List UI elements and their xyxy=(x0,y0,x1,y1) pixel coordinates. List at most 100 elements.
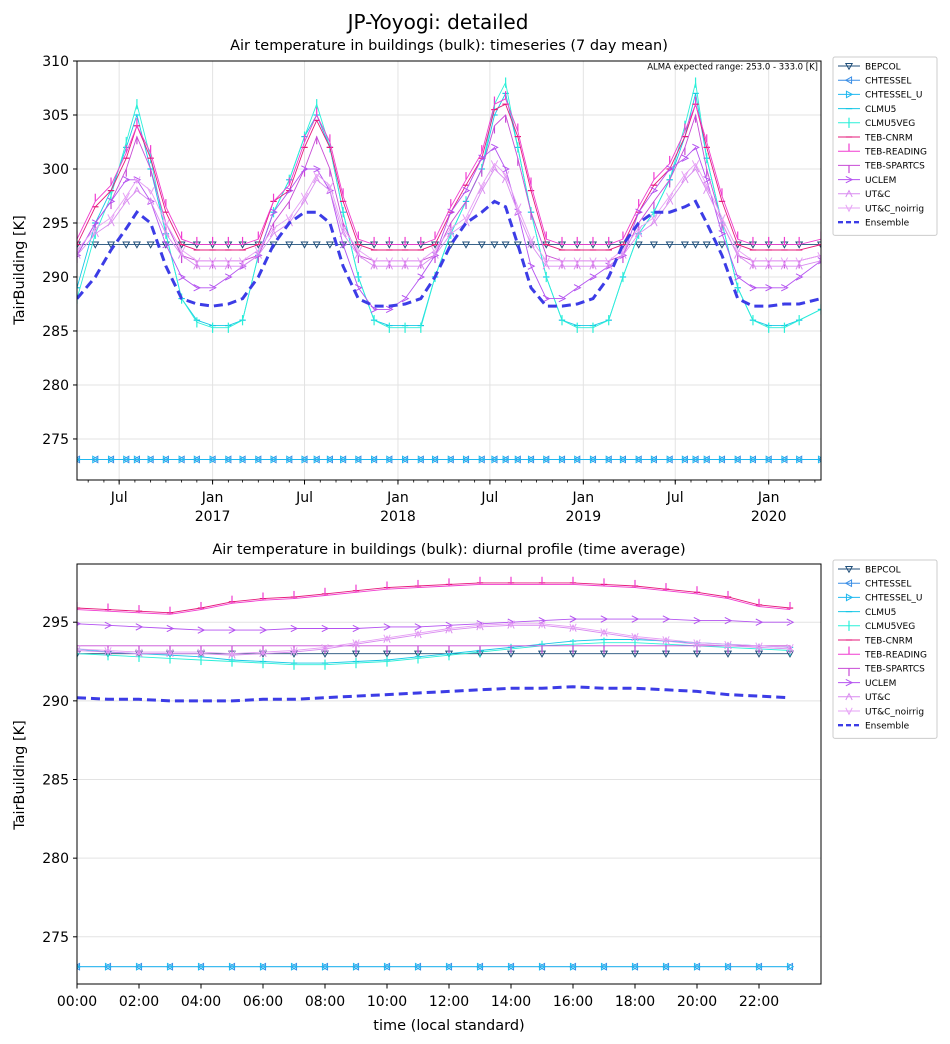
data-point-chtessel-u xyxy=(478,455,486,464)
data-point-chtessel-u xyxy=(228,962,237,971)
series-line-clmu5veg xyxy=(77,642,791,666)
data-point-chtessel-u xyxy=(92,455,100,464)
data-point-uclem xyxy=(718,230,727,238)
data-point-utandc-noirrig xyxy=(600,628,608,636)
data-point-chtessel-u xyxy=(527,455,536,464)
data-point-chtessel-u xyxy=(781,455,789,464)
data-point-uclem xyxy=(650,186,659,195)
data-point-utandc-noirrig xyxy=(104,647,112,655)
data-point-uclem xyxy=(197,626,206,634)
data-point-utandc xyxy=(77,251,81,259)
x-tick-label: Jan xyxy=(201,490,224,506)
data-point-utandc-noirrig xyxy=(285,214,293,222)
data-point-chtessel-u xyxy=(326,455,335,464)
data-point-utandc xyxy=(755,643,763,651)
legend-marker xyxy=(845,593,854,602)
legend-label: UT&C_noirrig xyxy=(865,707,924,717)
data-point-uclem xyxy=(77,621,82,626)
data-point-utandc-noirrig xyxy=(385,257,393,266)
data-point-chtessel-u xyxy=(402,455,410,464)
legend-marker xyxy=(844,62,854,71)
legend-label: TEB-CNRM xyxy=(864,133,913,143)
data-point-utandc-noirrig xyxy=(501,170,510,179)
series-teb-reading xyxy=(77,576,791,615)
data-point-uclem xyxy=(321,624,330,633)
timeseries-title: Air temperature in buildings (bulk): tim… xyxy=(230,38,668,54)
data-point-utandc-noirrig xyxy=(107,214,115,222)
data-point-chtessel-u xyxy=(286,455,294,464)
data-point-utandc-noirrig xyxy=(414,629,422,638)
data-point-utandc xyxy=(228,650,236,659)
legend-marker xyxy=(844,579,853,588)
data-point-utandc-noirrig xyxy=(197,648,205,657)
y-tick-label: 300 xyxy=(42,162,69,178)
data-point-bepcol xyxy=(132,241,141,249)
series-utandc-noirrig xyxy=(77,160,821,266)
data-point-utandc xyxy=(507,621,515,629)
data-point-utandc-noirrig xyxy=(224,257,232,266)
data-point-chtessel-u xyxy=(383,962,392,971)
data-point-chtessel-u xyxy=(417,455,426,464)
data-point-chtessel-u xyxy=(765,455,773,464)
x-tick-label: 16:00 xyxy=(553,994,593,1010)
data-point-utandc-noirrig xyxy=(662,636,670,644)
legend-label: BEPCOL xyxy=(865,565,901,575)
data-point-utandc xyxy=(569,624,577,632)
data-point-utandc-noirrig xyxy=(703,181,711,190)
timeseries-plot-area xyxy=(77,77,821,464)
timeseries-legend: BEPCOL CHTESSEL CHTESSEL_U CLMU5 CLMU5VEG TEB… xyxy=(832,56,938,236)
data-point-uclem xyxy=(693,616,702,625)
legend-label: TEB-READING xyxy=(864,651,927,661)
data-point-utandc-noirrig xyxy=(269,224,278,233)
data-point-bepcol xyxy=(122,241,131,249)
data-point-chtessel-u xyxy=(734,455,742,464)
data-point-chtessel-u xyxy=(239,455,247,464)
data-point-uclem xyxy=(401,294,410,303)
data-point-chtessel-u xyxy=(259,962,268,971)
data-point-utandc xyxy=(259,649,267,658)
data-point-uclem xyxy=(166,624,175,633)
data-point-uclem xyxy=(527,262,536,270)
legend-item-teb-reading: TEB-READING xyxy=(838,646,927,661)
diurnal-title: Air temperature in buildings (bulk): diu… xyxy=(212,542,685,558)
series-line-teb-cnrm xyxy=(77,582,791,614)
y-tick-label: 275 xyxy=(42,930,69,946)
figure-suptitle: JP-Yoyogi: detailed xyxy=(346,10,529,34)
data-point-chtessel-u xyxy=(491,455,499,464)
x-tick-year-label: 2018 xyxy=(380,509,416,525)
data-point-chtessel-u xyxy=(147,455,155,464)
y-tick-label: 290 xyxy=(42,270,69,286)
data-point-uclem xyxy=(370,305,379,314)
data-point-utandc-noirrig xyxy=(146,187,155,195)
data-point-utandc-noirrig xyxy=(476,621,484,630)
data-point-chtessel-u xyxy=(197,962,206,971)
data-point-uclem xyxy=(478,154,487,162)
data-point-bepcol xyxy=(91,241,100,249)
data-point-chtessel-u xyxy=(724,962,733,971)
data-point-chtessel-u xyxy=(225,455,233,464)
data-point-chtessel-u xyxy=(193,455,202,464)
y-tick-label: 295 xyxy=(42,216,69,232)
legend-label: TEB-READING xyxy=(864,148,927,158)
data-point-bepcol xyxy=(717,241,727,249)
series-line-teb-reading xyxy=(77,583,791,615)
legend-item-clmu5veg: CLMU5VEG xyxy=(838,620,915,632)
data-point-chtessel-u xyxy=(447,455,456,464)
data-point-utandc-noirrig xyxy=(321,643,329,652)
legend-item-teb-spartcs: TEB-SPARTCS xyxy=(838,162,925,174)
data-point-uclem xyxy=(290,624,299,633)
data-point-utandc xyxy=(693,639,701,648)
data-point-chtessel-u xyxy=(703,455,711,464)
legend-label: CLMU5VEG xyxy=(865,119,915,129)
series-group xyxy=(77,77,821,464)
legend-item-chtessel: CHTESSEL xyxy=(838,579,911,590)
data-point-bepcol xyxy=(300,241,309,249)
series-ensemble xyxy=(77,685,791,703)
x-tick-label: 20:00 xyxy=(677,994,717,1010)
legend-marker xyxy=(845,204,853,213)
data-point-utandc-noirrig xyxy=(558,257,566,266)
data-point-chtessel-u xyxy=(123,455,131,464)
data-point-bepcol xyxy=(106,241,116,249)
data-point-utandc-noirrig xyxy=(691,160,700,168)
data-point-chtessel-u xyxy=(693,962,702,971)
